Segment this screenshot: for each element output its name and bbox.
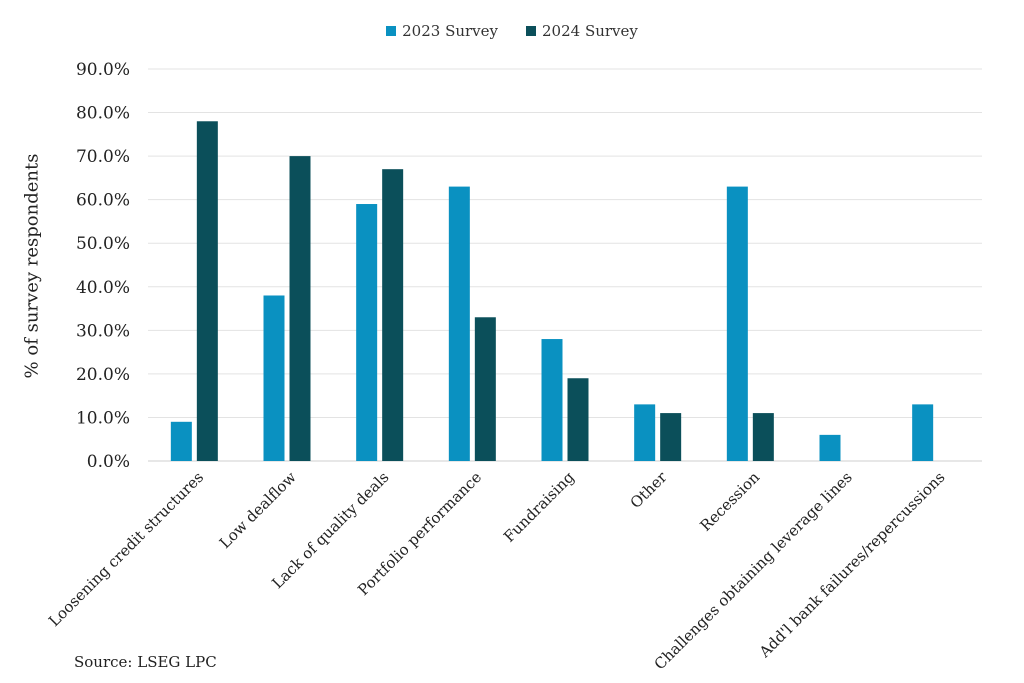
legend-item-2024: 2024 Survey bbox=[526, 22, 638, 40]
bar-2023 bbox=[912, 404, 934, 461]
bar-2023 bbox=[541, 339, 563, 461]
bar-2024 bbox=[474, 317, 496, 461]
x-tick-label: Other bbox=[627, 468, 671, 512]
legend-label-2023: 2023 Survey bbox=[402, 22, 498, 40]
x-tick-label: Fundraising bbox=[500, 468, 578, 546]
y-tick-label: 0.0% bbox=[87, 452, 130, 472]
chart-legend: 2023 Survey 2024 Survey bbox=[0, 22, 1024, 40]
y-tick-label: 90.0% bbox=[76, 60, 130, 80]
y-tick-label: 50.0% bbox=[76, 234, 130, 254]
y-tick-label: 20.0% bbox=[76, 365, 130, 385]
bar-2023 bbox=[170, 421, 192, 461]
bar-2024 bbox=[752, 413, 774, 461]
bar-2023 bbox=[356, 204, 378, 461]
bar-2023 bbox=[448, 186, 470, 461]
x-tick-label: Challenges obtaining leverage lines bbox=[651, 468, 856, 673]
legend-swatch-2023 bbox=[386, 26, 397, 36]
y-tick-label: 60.0% bbox=[76, 191, 130, 211]
x-tick-label: Add'l bank failures/repercussions bbox=[755, 468, 949, 662]
x-tick-label: Recession bbox=[696, 468, 763, 535]
source-note: Source: LSEG LPC bbox=[74, 653, 217, 671]
y-tick-label: 10.0% bbox=[76, 408, 130, 428]
bar-2023 bbox=[726, 186, 748, 461]
legend-swatch-2024 bbox=[526, 26, 536, 36]
bar-2024 bbox=[660, 413, 682, 461]
bar-2024 bbox=[289, 156, 311, 461]
bar-2023 bbox=[634, 404, 656, 461]
bar-2024 bbox=[567, 378, 589, 461]
x-tick-label: Loosening credit structures bbox=[45, 468, 207, 630]
y-tick-label: 70.0% bbox=[76, 147, 130, 167]
bar-2023 bbox=[263, 295, 285, 461]
x-tick-label: Low dealflow bbox=[216, 468, 300, 552]
legend-item-2023: 2023 Survey bbox=[386, 22, 498, 40]
bar-2024 bbox=[382, 169, 404, 461]
y-tick-label: 40.0% bbox=[76, 278, 130, 298]
legend-label-2024: 2024 Survey bbox=[542, 22, 638, 40]
y-tick-label: 30.0% bbox=[76, 321, 130, 341]
bar-2024 bbox=[196, 121, 218, 462]
bar-2023 bbox=[819, 434, 841, 461]
y-tick-label: 80.0% bbox=[76, 104, 130, 124]
